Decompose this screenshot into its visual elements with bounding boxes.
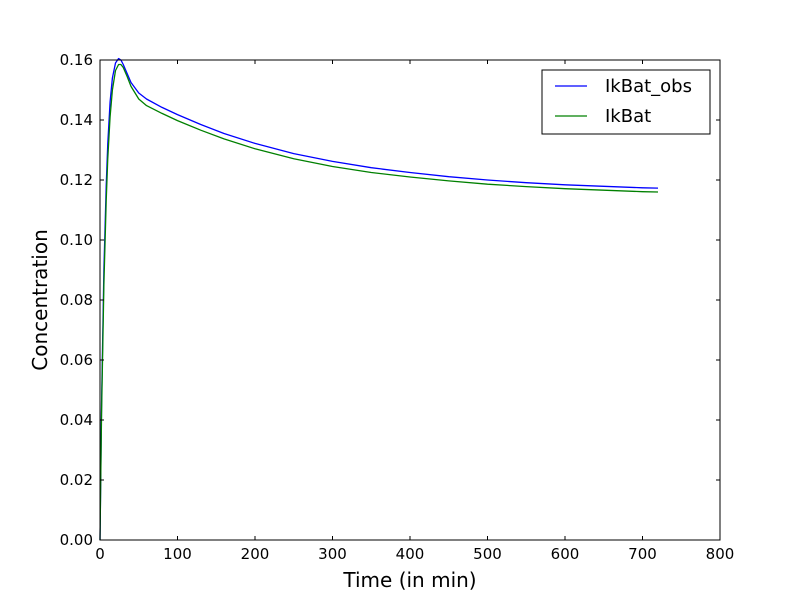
legend: IkBat_obs IkBat — [541, 69, 711, 135]
x-tick-label: 600 — [551, 545, 580, 563]
x-tick-label: 100 — [163, 545, 192, 563]
legend-label-ikbat: IkBat — [605, 106, 651, 127]
y-tick-label: 0.10 — [60, 231, 93, 249]
plot-frame — [99, 59, 721, 541]
series-line-ikbat — [99, 63, 659, 541]
y-tick-label: 0.06 — [60, 351, 93, 369]
y-tick-label: 0.00 — [60, 531, 93, 549]
x-tick-label: 300 — [318, 545, 347, 563]
y-tick-label: 0.04 — [60, 411, 93, 429]
y-tick-label: 0.12 — [60, 171, 93, 189]
x-tick-label: 800 — [706, 545, 735, 563]
y-tick-label: 0.16 — [60, 51, 93, 69]
tick-labels: 0 100 200 300 400 500 600 700 800 0.00 0.02 0.04 0.0… — [60, 51, 735, 563]
y-axis-label: Concentration — [28, 229, 52, 370]
x-tick-label: 200 — [241, 545, 270, 563]
series-line-ikbat-obs — [99, 57, 659, 541]
x-axis-label: Time (in min) — [342, 568, 476, 592]
x-tick-label: 700 — [628, 545, 657, 563]
series-lines — [99, 57, 659, 541]
plot-area — [100, 60, 720, 540]
y-tick-label: 0.08 — [60, 291, 93, 309]
x-tick-label: 0 — [95, 545, 105, 563]
legend-label-ikbat-obs: IkBat_obs — [605, 76, 692, 97]
legend-box — [541, 69, 711, 135]
y-tick-label: 0.02 — [60, 471, 93, 489]
y-tick-label: 0.14 — [60, 111, 93, 129]
x-tick-label: 500 — [473, 545, 502, 563]
x-tick-label: 400 — [396, 545, 425, 563]
